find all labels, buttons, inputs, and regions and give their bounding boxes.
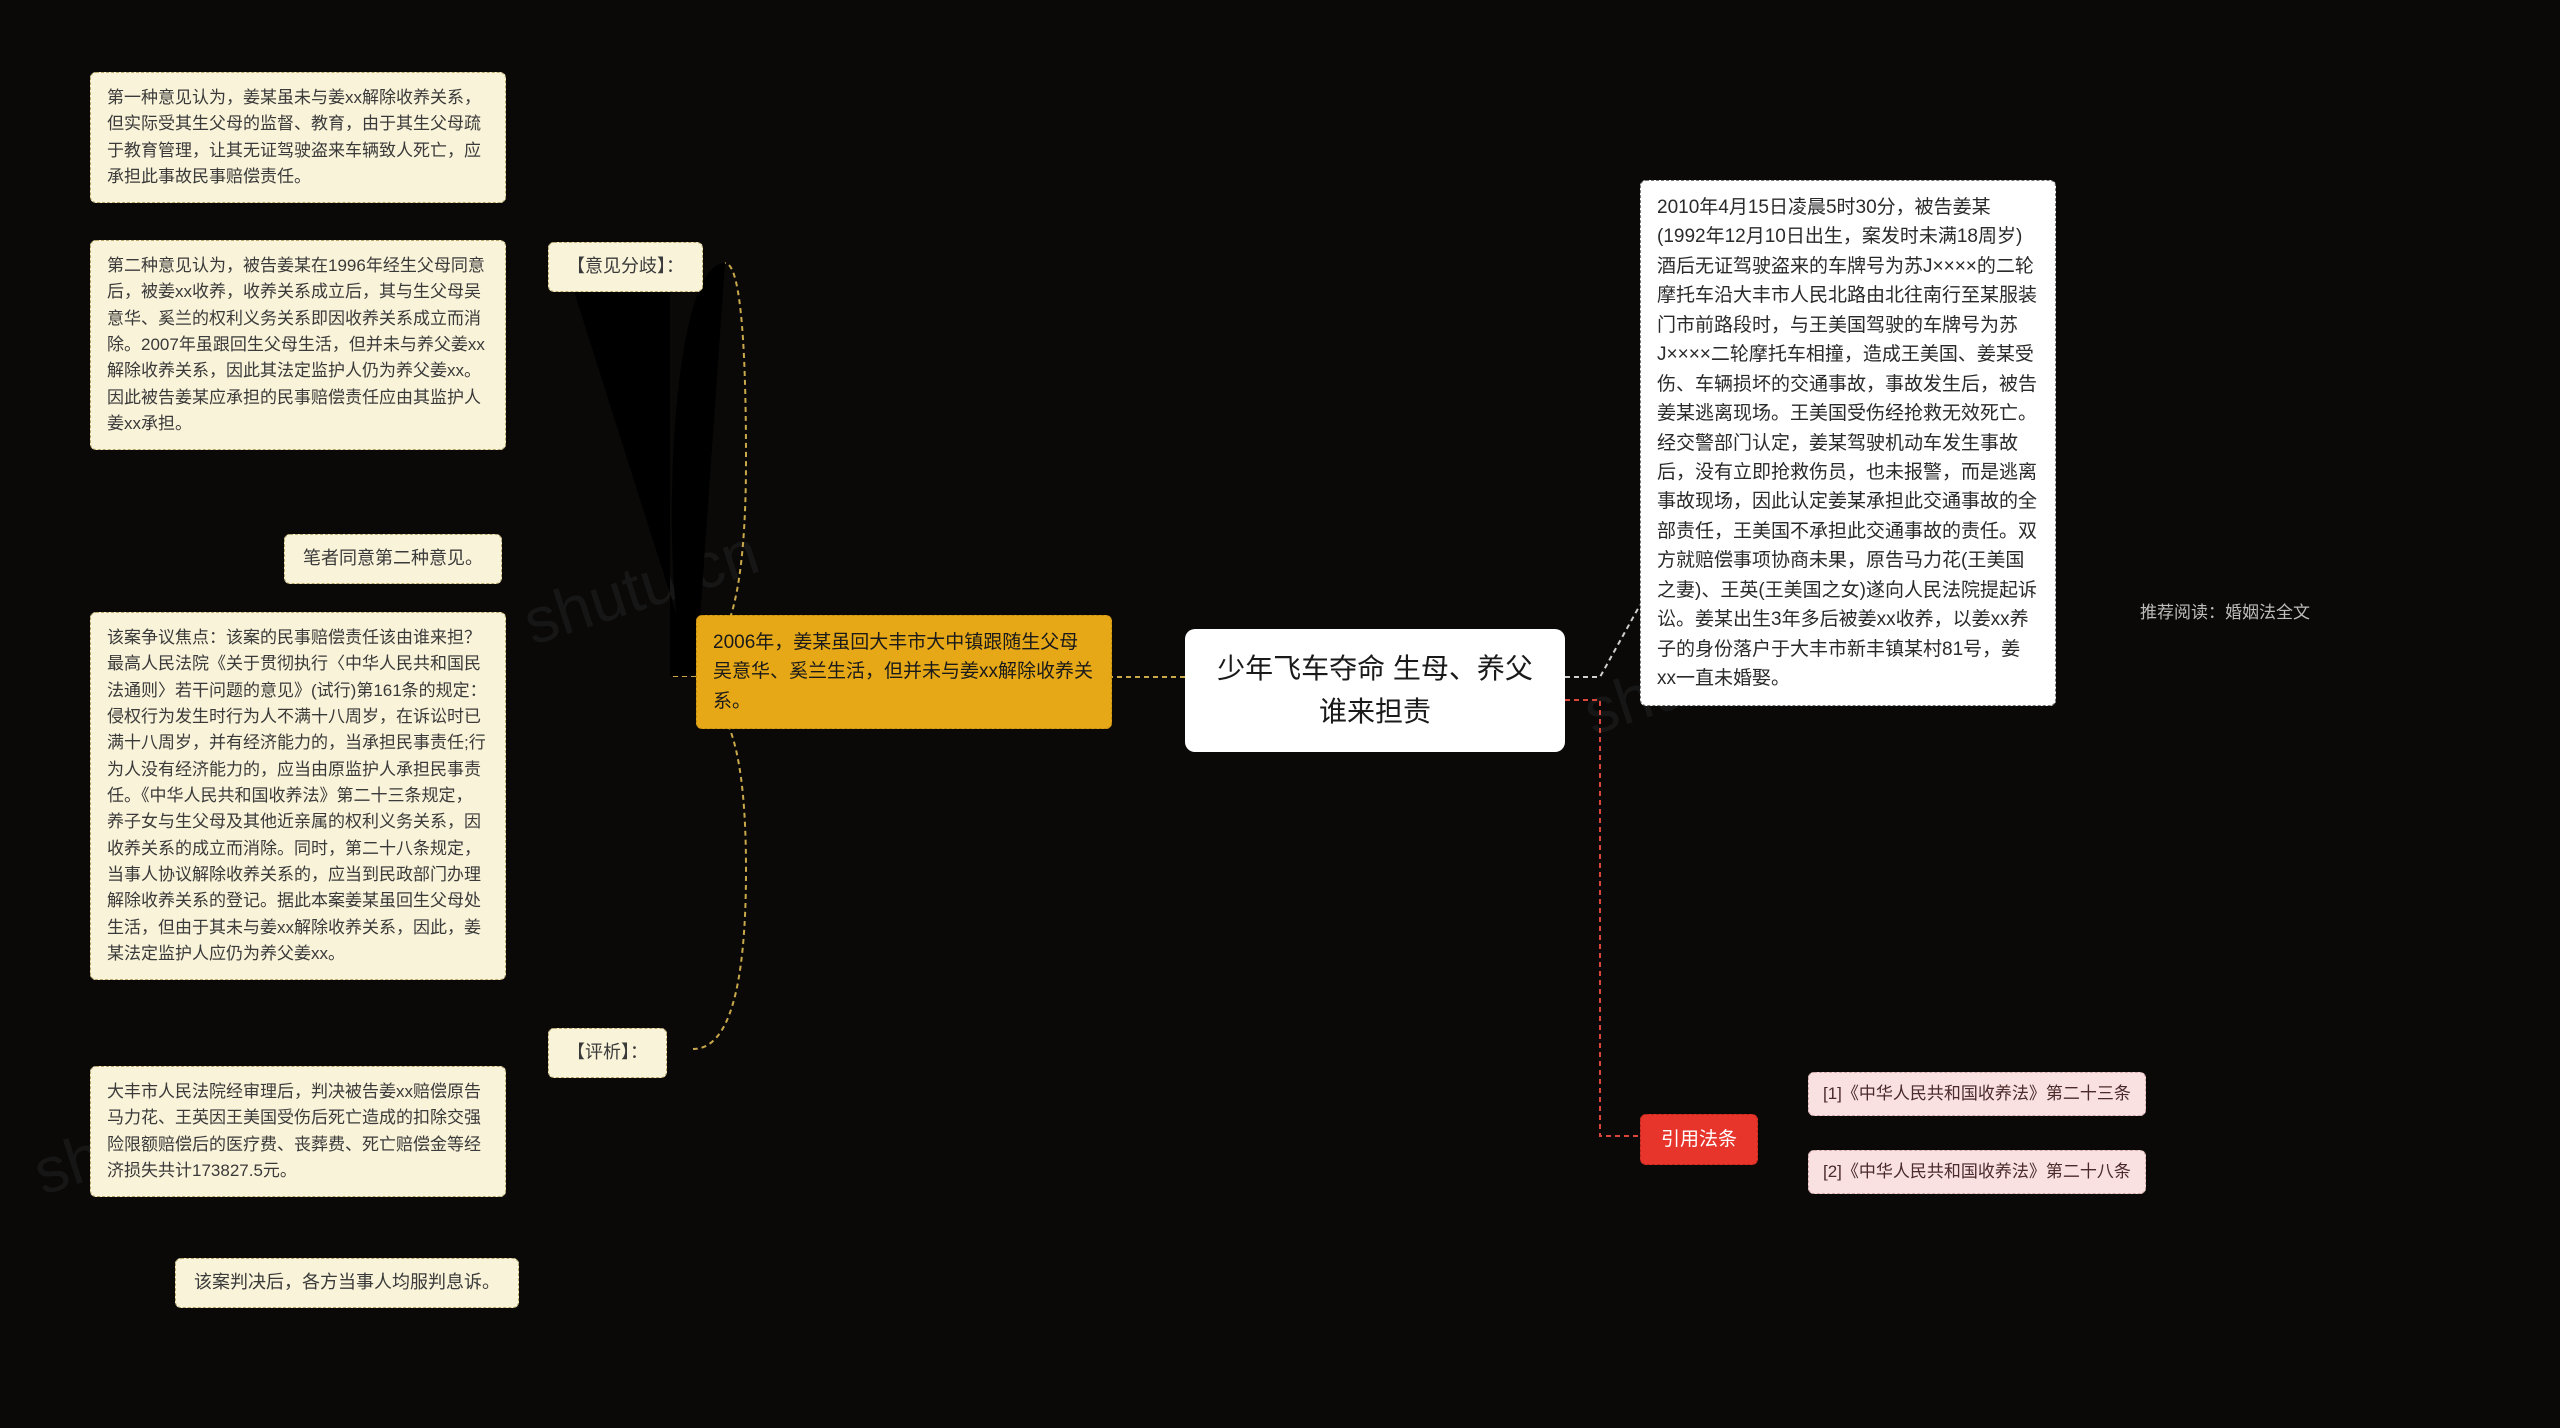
opinion-2: 第二种意见认为，被告姜某在1996年经生父母同意后，被姜xx收养，收养关系成立后… bbox=[90, 240, 506, 450]
left-l2-context: 2006年，姜某虽回大丰市大中镇跟随生父母吴意华、奚兰生活，但并未与姜xx解除收… bbox=[696, 615, 1112, 729]
opinion-divergence-label: 【意见分歧】： bbox=[548, 242, 703, 292]
verdict-note: 该案判决后，各方当事人均服判息诉。 bbox=[175, 1258, 519, 1308]
center-line1: 少年飞车夺命 生母、养父 bbox=[1217, 653, 1533, 684]
opinion-label-text: 【意见分歧】： bbox=[567, 256, 684, 276]
analysis1-text: 该案争议焦点：该案的民事赔偿责任该由谁来担？最高人民法院《关于贯彻执行〈中华人民… bbox=[107, 628, 487, 963]
verdict-note-text: 该案判决后，各方当事人均服判息诉。 bbox=[194, 1272, 500, 1292]
recommend-reading: 推荐阅读：婚姻法全文 bbox=[2140, 598, 2310, 623]
case-facts: 2010年4月15日凌晨5时30分，被告姜某(1992年12月10日出生，案发时… bbox=[1640, 180, 2056, 706]
analysis-label-text: 【评析】： bbox=[567, 1042, 648, 1062]
opinion2-text: 第二种意见认为，被告姜某在1996年经生父母同意后，被姜xx收养，收养关系成立后… bbox=[107, 256, 485, 433]
author-agree-text: 笔者同意第二种意见。 bbox=[303, 548, 483, 568]
analysis2-text: 大丰市人民法院经审理后，判决被告姜xx赔偿原告马力花、王英因王美国受伤后死亡造成… bbox=[107, 1082, 481, 1180]
recommend-text: 推荐阅读：婚姻法全文 bbox=[2140, 603, 2310, 622]
analysis-label: 【评析】： bbox=[548, 1028, 667, 1078]
facts-text: 2010年4月15日凌晨5时30分，被告姜某(1992年12月10日出生，案发时… bbox=[1657, 197, 2037, 689]
citation-1: [1]《中华人民共和国收养法》第二十三条 bbox=[1808, 1072, 2146, 1116]
cite2-text: [2]《中华人民共和国收养法》第二十八条 bbox=[1823, 1162, 2131, 1181]
citation-2: [2]《中华人民共和国收养法》第二十八条 bbox=[1808, 1150, 2146, 1194]
opinion1-text: 第一种意见认为，姜某虽未与姜xx解除收养关系，但实际受其生父母的监督、教育，由于… bbox=[107, 88, 481, 186]
left-l2-text: 2006年，姜某虽回大丰市大中镇跟随生父母吴意华、奚兰生活，但并未与姜xx解除收… bbox=[713, 632, 1093, 712]
citation-label: 引用法条 bbox=[1640, 1114, 1758, 1165]
center-title: 少年飞车夺命 生母、养父 谁来担责 bbox=[1185, 629, 1565, 752]
cite1-text: [1]《中华人民共和国收养法》第二十三条 bbox=[1823, 1084, 2131, 1103]
analysis-1: 该案争议焦点：该案的民事赔偿责任该由谁来担？最高人民法院《关于贯彻执行〈中华人民… bbox=[90, 612, 506, 980]
author-agree: 笔者同意第二种意见。 bbox=[284, 534, 502, 584]
center-line2: 谁来担责 bbox=[1319, 696, 1431, 727]
analysis-2: 大丰市人民法院经审理后，判决被告姜xx赔偿原告马力花、王英因王美国受伤后死亡造成… bbox=[90, 1066, 506, 1197]
opinion-1: 第一种意见认为，姜某虽未与姜xx解除收养关系，但实际受其生父母的监督、教育，由于… bbox=[90, 72, 506, 203]
citation-label-text: 引用法条 bbox=[1661, 1129, 1737, 1150]
